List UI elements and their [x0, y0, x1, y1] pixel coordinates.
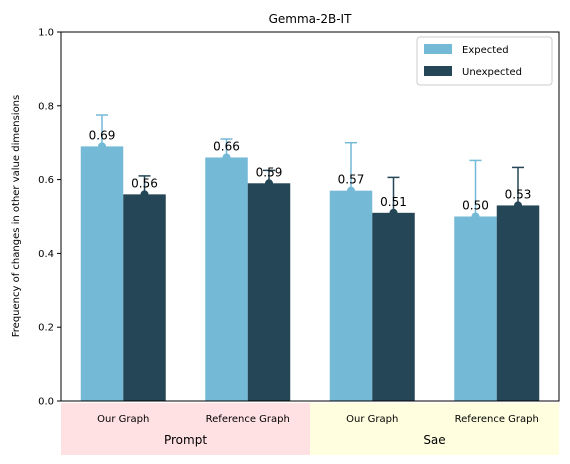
- group-label: Prompt: [164, 433, 207, 447]
- chart-title: Gemma-2B-IT: [269, 12, 352, 26]
- data-label: 0.69: [89, 128, 116, 142]
- legend-swatch: [424, 66, 452, 76]
- y-tick-label: 0.0: [38, 397, 54, 408]
- y-tick-label: 0.8: [38, 101, 54, 112]
- error-bar-marker: [389, 208, 398, 217]
- data-label: 0.56: [131, 176, 158, 190]
- group-band: [61, 403, 310, 455]
- data-label: 0.51: [380, 195, 407, 209]
- error-bar-marker: [471, 212, 480, 221]
- y-tick-label: 1.0: [38, 28, 54, 39]
- legend-swatch: [424, 44, 452, 54]
- group-band: [310, 403, 559, 455]
- legend-entry: Unexpected: [462, 67, 522, 78]
- plot-frame: [60, 31, 560, 402]
- legend-entry: Expected: [462, 45, 509, 56]
- bar: [454, 216, 497, 401]
- error-bar-marker: [347, 186, 355, 195]
- data-label: 0.50: [462, 199, 489, 213]
- data-label: 0.53: [505, 187, 532, 201]
- group-label: Sae: [423, 433, 445, 447]
- error-bar-marker: [514, 201, 522, 210]
- bar: [247, 183, 291, 401]
- category-label: Our Graph: [346, 414, 398, 425]
- bar: [496, 205, 540, 401]
- bar: [329, 190, 373, 401]
- error-bar-marker: [222, 153, 231, 162]
- error-bar-marker: [98, 142, 106, 151]
- y-tick-label: 0.4: [38, 249, 54, 260]
- bar: [123, 194, 166, 401]
- y-tick-label: 0.2: [38, 323, 54, 334]
- bar: [205, 157, 248, 401]
- data-label: 0.59: [256, 165, 283, 179]
- error-bar-marker: [140, 190, 149, 199]
- category-label: Reference Graph: [206, 414, 290, 425]
- data-label: 0.66: [213, 139, 240, 153]
- y-axis-label: Frequency of changes in other value dime…: [11, 95, 22, 337]
- category-label: Our Graph: [97, 414, 149, 425]
- category-label: Reference Graph: [455, 414, 539, 425]
- error-bar-marker: [265, 179, 273, 188]
- y-tick-label: 0.6: [38, 175, 54, 186]
- data-label: 0.57: [338, 173, 365, 187]
- bar: [372, 212, 415, 401]
- bar: [80, 146, 124, 401]
